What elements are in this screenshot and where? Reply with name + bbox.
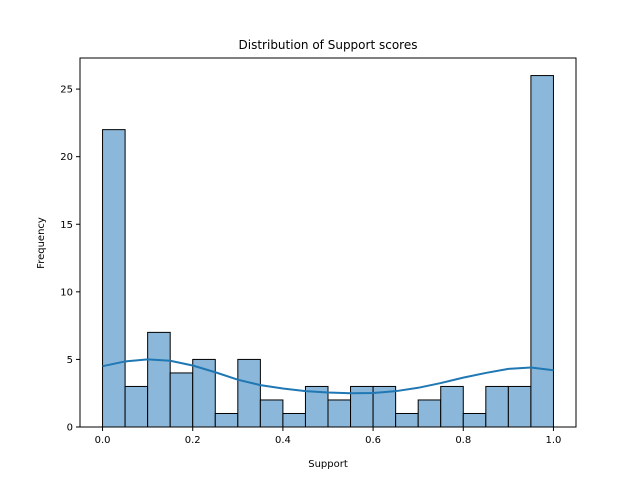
- histogram-bar: [530, 75, 554, 428]
- x-tick-label: 0.0: [95, 435, 111, 446]
- histogram-bar: [102, 129, 126, 428]
- histogram-bar: [327, 399, 352, 428]
- histogram-bar: [485, 385, 509, 428]
- y-tick-label: 15: [60, 220, 73, 231]
- x-tick-label: 0.6: [365, 435, 381, 446]
- histogram-bar: [124, 385, 149, 428]
- x-axis-ticks: 0.0 0.2 0.4 0.6 0.8 1.0: [95, 427, 562, 446]
- histogram-bar: [237, 358, 261, 428]
- y-tick-label: 10: [60, 287, 73, 298]
- x-tick-label: 0.2: [185, 435, 201, 446]
- x-tick-label: 1.0: [546, 435, 562, 446]
- kde-curve: [102, 358, 554, 395]
- y-tick-label: 20: [60, 152, 73, 163]
- y-axis-ticks: 0 5 10 15 20 25: [60, 85, 80, 434]
- bars-group: [102, 75, 554, 428]
- y-axis-label: Frequency: [36, 217, 47, 269]
- plot-frame: [79, 57, 577, 428]
- histogram-bar: [169, 372, 194, 428]
- chart-title: Distribution of Support scores: [239, 38, 418, 52]
- histogram-bar: [214, 412, 239, 428]
- x-axis-label: Support: [308, 459, 348, 470]
- histogram-bar: [417, 399, 442, 428]
- y-tick-label: 0: [67, 423, 73, 434]
- x-tick-label: 0.4: [275, 435, 291, 446]
- y-tick-label: 25: [60, 85, 73, 96]
- y-tick-label: 5: [67, 355, 73, 366]
- histogram-bar: [147, 331, 171, 428]
- histogram-bar: [282, 412, 306, 428]
- histogram-bar: [259, 399, 284, 428]
- histogram-bar: [462, 412, 487, 428]
- x-tick-label: 0.8: [455, 435, 471, 446]
- histogram-bar: [507, 385, 532, 428]
- histogram-bar: [395, 412, 419, 428]
- histogram-bar: [440, 385, 464, 428]
